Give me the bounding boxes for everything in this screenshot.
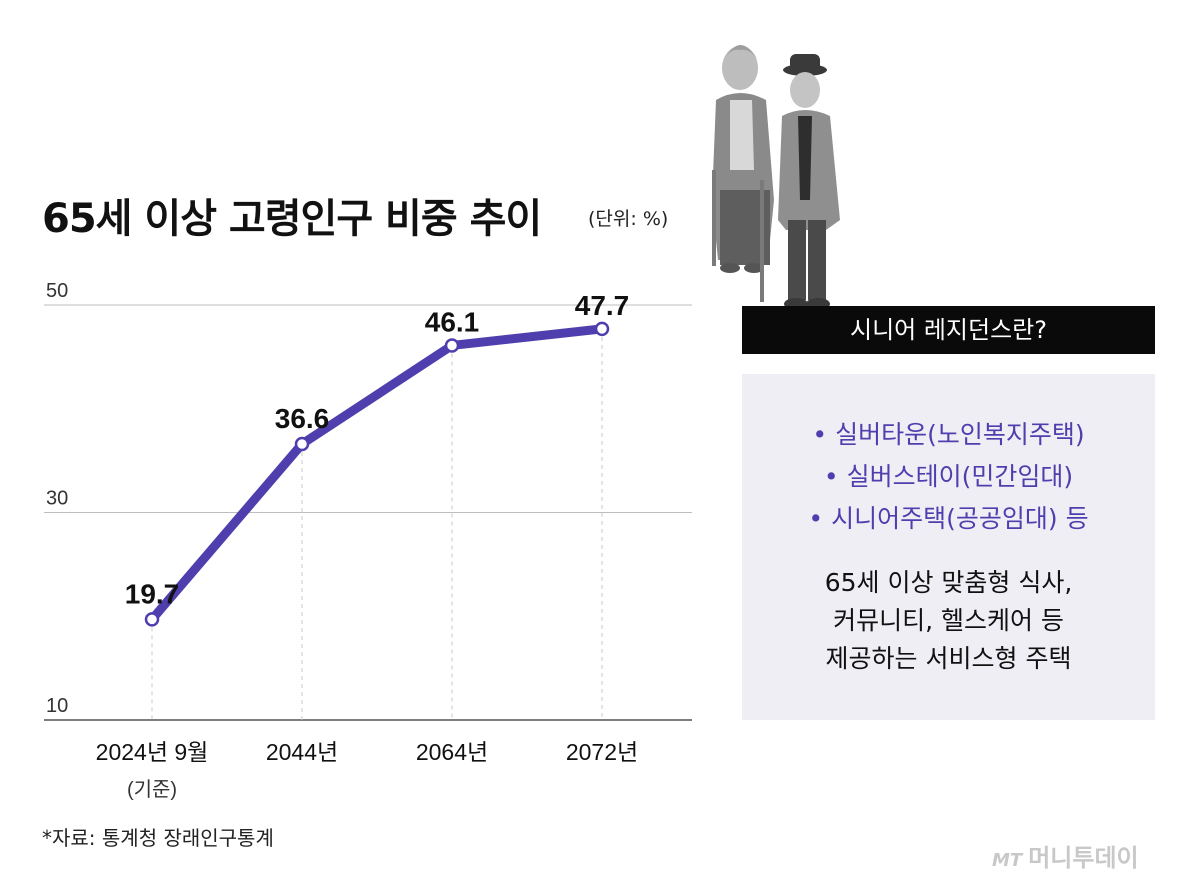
data-label: 36.6 [275,403,330,434]
y-tick-label: 50 [46,280,68,302]
series-line [147,324,607,624]
x-tick-label: 2024년 9월 [96,739,209,765]
senior-residence-banner: 시니어 레지던스란? [742,306,1155,354]
source-note: *자료: 통계청 장래인구통계 [42,826,274,850]
data-point [144,612,160,627]
list-item: • 실버스테이(민간임대) [823,462,1074,491]
publisher-logo: MT 머니투데이 [992,838,1139,873]
list-item: • 실버타운(노인복지주택) [812,420,1085,449]
x-tick-label: 2072년 [566,739,638,765]
line-chart: 10 30 50 19.7 36.6 46.1 47.7 2024년 9월 (기준) 2044년 2… [44,280,692,801]
description-line: 65세 이상 맞춤형 식사, [824,568,1073,597]
x-tick-label: 2044년 [266,739,338,765]
publisher-name: 머니투데이 [1028,844,1139,872]
list-item: • 시니어주택(공공임대) 등 [808,504,1089,533]
data-label: 46.1 [425,306,480,337]
x-tick-label: 2064년 [416,739,488,765]
data-point [294,436,310,452]
data-point [594,321,610,337]
y-tick-label: 10 [46,695,68,717]
data-label: 19.7 [125,578,180,609]
mt-logo-mark: MT [992,850,1023,871]
elderly-couple-illustration [712,45,840,310]
description-line: 제공하는 서비스형 주택 [825,644,1072,673]
info-panel: • 실버타운(노인복지주택) • 실버스테이(민간임대) • 시니어주택(공공임… [742,374,1155,720]
description-line: 커뮤니티, 헬스케어 등 [833,606,1064,635]
x-tick-sublabel: (기준) [127,778,177,801]
residence-type-list: • 실버타운(노인복지주택) • 실버스테이(민간임대) • 시니어주택(공공임… [742,414,1155,540]
y-tick-label: 30 [46,488,68,510]
unit-label: (단위: %) [588,208,669,230]
data-point [444,338,460,353]
data-label: 47.7 [575,290,630,321]
residence-description: 65세 이상 맞춤형 식사, 커뮤니티, 헬스케어 등 제공하는 서비스형 주택 [742,564,1155,678]
chart-title: 65세 이상 고령인구 비중 추이 [42,196,542,242]
